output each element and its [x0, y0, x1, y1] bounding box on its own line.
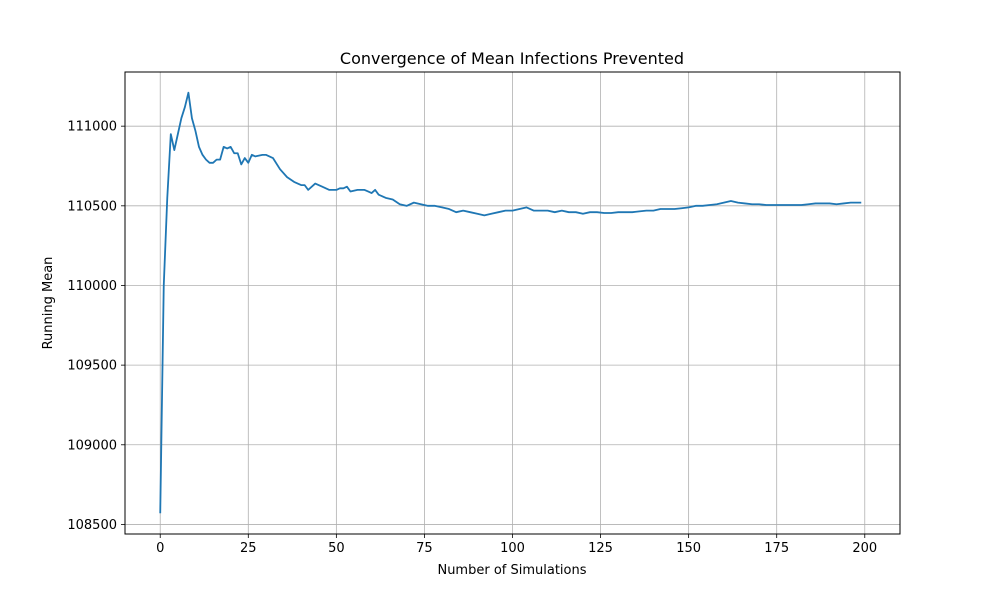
- x-tick-label: 150: [676, 541, 701, 556]
- chart-title: Convergence of Mean Infections Prevented: [340, 49, 684, 68]
- x-tick-label: 25: [240, 541, 257, 556]
- ticks: 0 25 50 75 100 125 150 175 200 108500 109000 109500…: [67, 120, 877, 556]
- y-tick-label: 110500: [67, 199, 117, 214]
- y-tick-label: 108500: [67, 518, 117, 533]
- x-tick-label: 125: [588, 541, 613, 556]
- x-tick-label: 175: [764, 541, 789, 556]
- y-tick-label: 110000: [67, 279, 117, 294]
- plot-frame: [124, 71, 901, 535]
- x-tick-label: 100: [500, 541, 525, 556]
- x-tick-label: 75: [416, 541, 433, 556]
- x-tick-label: 200: [852, 541, 877, 556]
- x-axis-label: Number of Simulations: [437, 563, 586, 578]
- y-tick-label: 111000: [67, 120, 117, 135]
- y-tick-label: 109000: [67, 438, 117, 453]
- y-tick-label: 109500: [67, 359, 117, 374]
- x-tick-label: 0: [156, 541, 164, 556]
- y-axis-label: Running Mean: [41, 257, 56, 350]
- x-tick-label: 50: [328, 541, 345, 556]
- series-line: [159, 91, 862, 514]
